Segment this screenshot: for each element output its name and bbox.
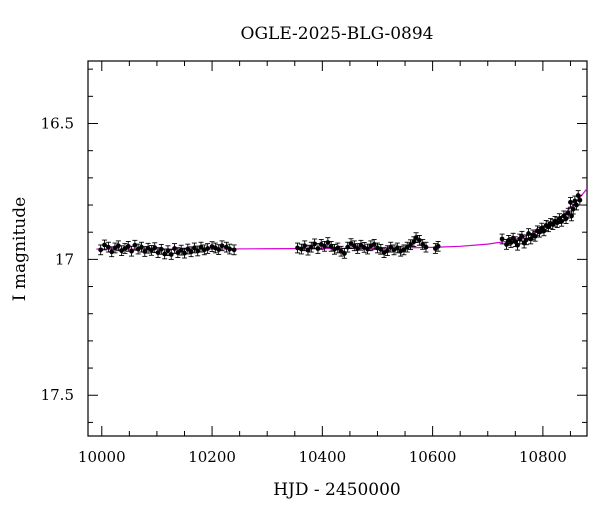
data-point	[295, 245, 300, 251]
data-point	[109, 249, 115, 255]
x-tick-label: 10200	[188, 448, 236, 466]
data-point	[526, 231, 531, 236]
data-point	[541, 228, 547, 234]
data-point	[504, 242, 509, 247]
data-point	[554, 220, 560, 226]
data-point	[195, 248, 201, 254]
data-point	[185, 246, 191, 252]
data-point	[528, 236, 534, 242]
data-point	[102, 242, 107, 248]
data-point	[568, 199, 573, 205]
data-point	[198, 244, 204, 250]
data-point	[559, 218, 565, 224]
x-tick-label: 10800	[519, 448, 567, 466]
data-point	[351, 243, 357, 249]
data-point	[149, 248, 154, 253]
y-tick-label: 17.5	[41, 386, 74, 404]
data-point	[423, 244, 429, 250]
data-point	[519, 233, 525, 239]
data-point	[532, 233, 538, 239]
data-point	[231, 247, 237, 253]
data-point	[178, 247, 184, 253]
data-point	[152, 245, 158, 251]
plot-frame	[87, 60, 588, 437]
data-point	[574, 202, 579, 208]
data-point	[577, 197, 583, 203]
x-tick-label: 10400	[298, 448, 346, 466]
data-point	[408, 242, 413, 248]
data-point	[312, 241, 318, 247]
chart-title: OGLE-2025-BLG-0894	[241, 24, 434, 44]
data-point	[328, 243, 334, 249]
data-point	[175, 250, 181, 255]
data-point	[315, 246, 321, 251]
data-point	[205, 246, 211, 251]
data-point	[537, 229, 542, 235]
axis-ticks: 10000 10200 10400 10600 10800 16.5 17 17.5	[41, 61, 587, 466]
data-point	[216, 247, 222, 252]
y-axis-label: I magnitude	[10, 197, 30, 301]
x-axis-label: HJD - 2450000	[273, 480, 401, 500]
data-point	[499, 236, 505, 242]
data-point	[227, 246, 233, 252]
data-point	[325, 240, 331, 245]
data-point	[322, 243, 327, 249]
data-point	[98, 247, 104, 253]
data-point	[132, 242, 138, 248]
data-point	[168, 252, 174, 257]
data-point	[435, 243, 441, 249]
data-point	[404, 244, 410, 250]
data-point	[188, 249, 194, 255]
data-point	[302, 243, 308, 249]
data-points-group	[98, 190, 583, 260]
data-point	[182, 250, 187, 256]
data-point	[129, 248, 134, 254]
data-point	[413, 235, 419, 241]
data-point	[565, 210, 571, 216]
data-point	[305, 247, 311, 253]
y-tick-label: 16.5	[41, 115, 74, 133]
data-point	[139, 244, 144, 250]
data-point	[115, 243, 121, 249]
data-point	[508, 240, 514, 245]
data-point	[569, 213, 574, 219]
data-point	[401, 247, 407, 253]
data-point	[388, 244, 394, 250]
data-point	[106, 244, 111, 250]
data-point	[563, 216, 569, 222]
y-tick-label: 17	[55, 250, 74, 268]
data-point	[165, 248, 171, 254]
data-point	[570, 206, 576, 212]
x-tick-label: 10000	[78, 448, 126, 466]
data-point	[192, 245, 197, 251]
data-point	[125, 243, 131, 249]
data-point	[172, 246, 177, 251]
data-point	[158, 246, 164, 252]
data-point	[219, 243, 225, 249]
x-tick-label: 10600	[409, 448, 457, 466]
data-point	[416, 237, 422, 243]
data-point	[420, 242, 426, 247]
data-point	[411, 239, 417, 245]
